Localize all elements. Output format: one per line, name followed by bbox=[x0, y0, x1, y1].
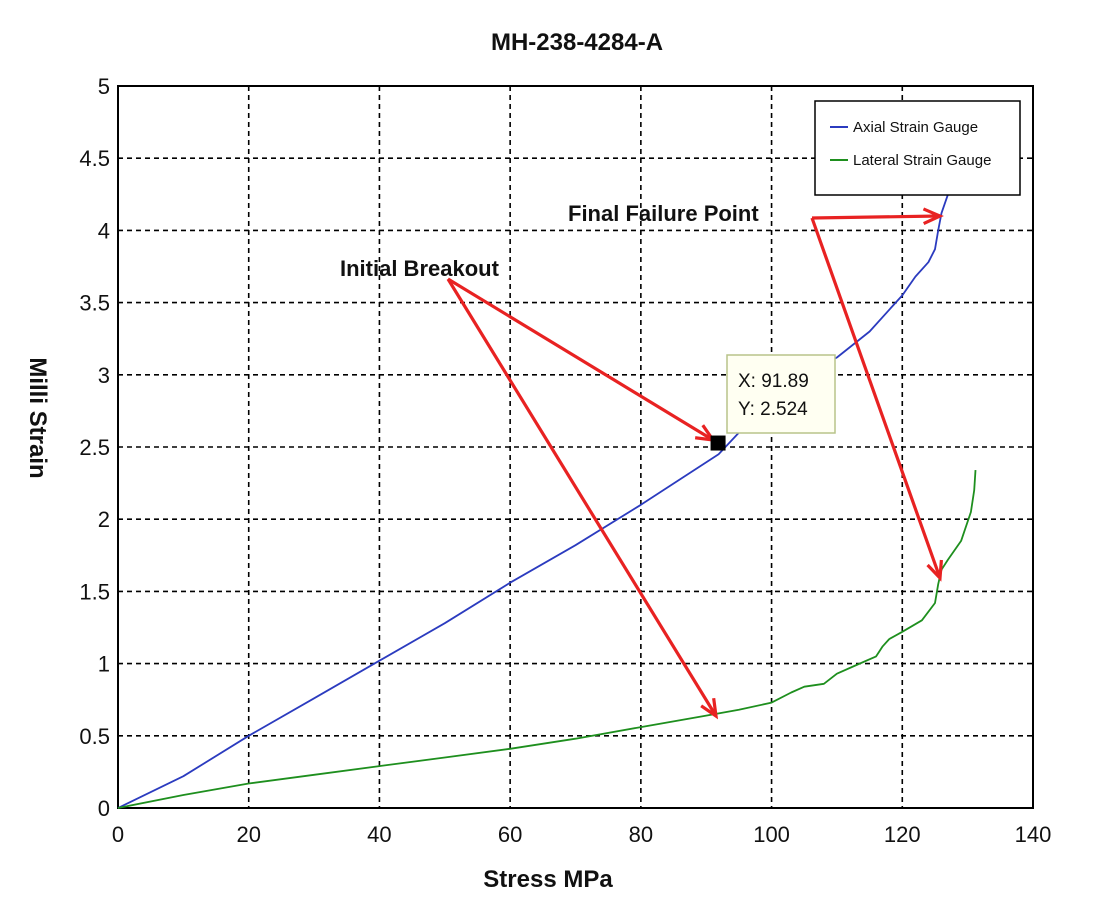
y-tick-label: 3.5 bbox=[79, 291, 110, 316]
y-tick-label: 2.5 bbox=[79, 435, 110, 460]
x-tick-label: 80 bbox=[629, 822, 653, 847]
x-tick-label: 60 bbox=[498, 822, 522, 847]
datatip-box bbox=[726, 354, 836, 434]
chart-title: MH-238-4284-A bbox=[491, 29, 663, 56]
plot-area bbox=[117, 85, 1034, 809]
datatip: X: 91.89 Y: 2.524 bbox=[710, 354, 836, 451]
arrow-head bbox=[922, 207, 944, 226]
final-failure-label: Final Failure Point bbox=[568, 201, 759, 226]
y-tick-label: 4 bbox=[98, 218, 110, 243]
x-tick-label: 0 bbox=[112, 822, 124, 847]
legend-box bbox=[814, 100, 1021, 196]
annotation-arrow bbox=[810, 217, 942, 579]
x-tick-label: 120 bbox=[884, 822, 921, 847]
lateral-strain-line bbox=[117, 470, 977, 809]
y-tick-label: 5 bbox=[98, 74, 110, 99]
datatip-x: X: 91.89 bbox=[738, 371, 809, 392]
legend-entry: Lateral Strain Gauge bbox=[853, 152, 991, 169]
datatip-y: Y: 2.524 bbox=[738, 399, 808, 420]
y-tick-label: 0 bbox=[98, 796, 110, 821]
annotation-arrow bbox=[446, 278, 718, 717]
legend-entry: Axial Strain Gauge bbox=[853, 119, 978, 136]
y-tick-label: 0.5 bbox=[79, 724, 110, 749]
legend: Axial Strain Gauge Lateral Strain Gauge bbox=[814, 100, 1021, 196]
y-tick-label: 1 bbox=[98, 652, 110, 677]
x-tick-label: 100 bbox=[753, 822, 790, 847]
x-tick-label: 20 bbox=[236, 822, 260, 847]
arrow-head bbox=[926, 559, 944, 582]
annotation-arrow bbox=[447, 277, 714, 442]
annotations: Initial Breakout Final Failure Point bbox=[340, 201, 944, 720]
initial-breakout-label: Initial Breakout bbox=[340, 256, 500, 281]
y-tick-label: 4.5 bbox=[79, 146, 110, 171]
y-tick-label: 2 bbox=[98, 507, 110, 532]
x-axis-label: Stress MPa bbox=[483, 866, 613, 893]
y-axis-label: Milli Strain bbox=[24, 357, 51, 478]
y-tick-label: 3 bbox=[98, 363, 110, 388]
plot-frame bbox=[117, 85, 1034, 809]
annotation-arrow bbox=[811, 214, 941, 220]
y-tick-label: 1.5 bbox=[79, 579, 110, 604]
tick-labels: 0 20 40 60 80 100 120 140 0 0.5 1 1.5 2 2.5 3 3.5 4 4.5 5 bbox=[79, 74, 1051, 847]
grid bbox=[118, 86, 1033, 808]
datatip-marker bbox=[710, 435, 726, 451]
arrow-head bbox=[700, 697, 719, 720]
x-tick-label: 140 bbox=[1015, 822, 1052, 847]
x-tick-label: 40 bbox=[367, 822, 391, 847]
